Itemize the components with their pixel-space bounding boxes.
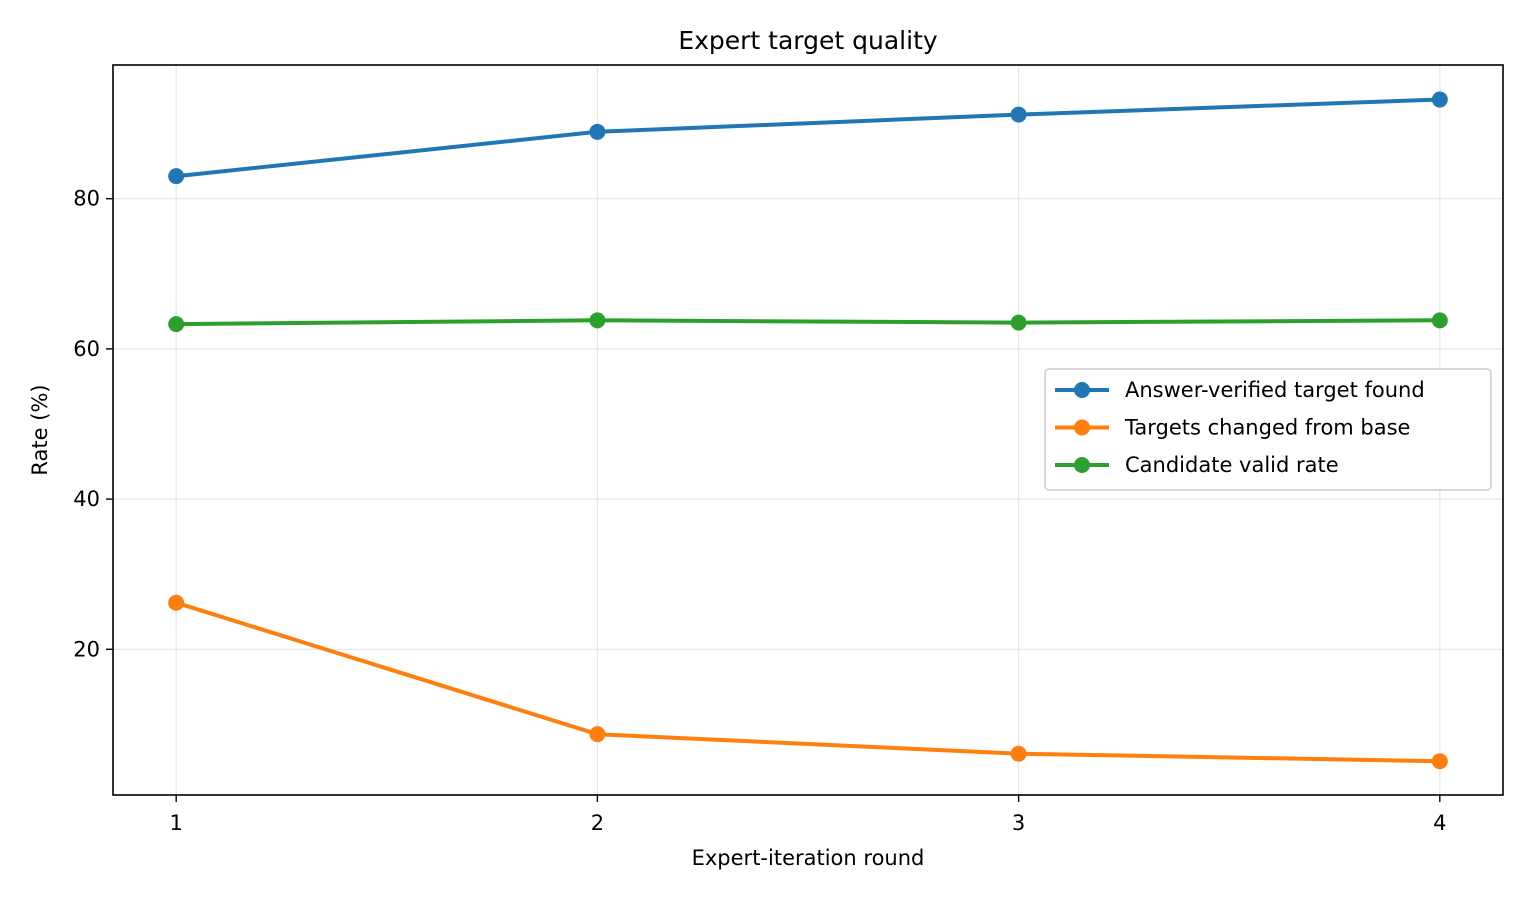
y-axis-label: Rate (%)	[28, 384, 52, 475]
series-layer	[168, 91, 1448, 770]
data-point	[1431, 312, 1448, 329]
series-1	[168, 91, 1448, 185]
data-point	[168, 316, 185, 333]
y-tick-label: 60	[73, 337, 100, 361]
data-point	[168, 168, 185, 185]
y-tick-label: 80	[73, 187, 100, 211]
x-axis-label: Expert-iteration round	[692, 846, 925, 870]
legend-entry: Candidate valid rate	[1055, 453, 1339, 477]
y-tick-label: 40	[73, 487, 100, 511]
legend-label: Candidate valid rate	[1125, 453, 1339, 477]
series-line	[174, 318, 1442, 327]
legend-entry: Targets changed from base	[1055, 416, 1410, 440]
x-tick-label: 4	[1433, 811, 1446, 835]
legend-marker	[1074, 382, 1090, 398]
series-line	[174, 97, 1442, 179]
series-2	[168, 594, 1448, 770]
data-point	[1431, 753, 1448, 770]
data-point	[589, 123, 606, 140]
legend: Answer-verified target found Targets chan…	[1044, 368, 1492, 491]
data-point	[1010, 745, 1027, 762]
legend-label: Targets changed from base	[1124, 416, 1410, 440]
grid-lines	[113, 65, 1503, 795]
series-line	[174, 600, 1442, 764]
data-point	[168, 594, 185, 611]
data-point	[589, 312, 606, 329]
data-point	[1010, 314, 1027, 331]
legend-label: Answer-verified target found	[1125, 378, 1425, 402]
x-tick-label: 2	[591, 811, 604, 835]
chart-title: Expert target quality	[678, 26, 938, 55]
data-point	[1010, 106, 1027, 123]
legend-marker	[1074, 419, 1090, 436]
y-tick-label: 20	[73, 637, 100, 661]
data-point	[589, 726, 606, 743]
x-tick-label: 3	[1012, 811, 1025, 835]
x-tick-label: 1	[169, 811, 182, 835]
axis-ticks: 1 2 3 4 20 40 60 80	[73, 187, 1446, 835]
legend-marker	[1074, 457, 1090, 473]
data-point	[1431, 91, 1448, 108]
legend-entry: Answer-verified target found	[1055, 378, 1425, 402]
legend-box	[1044, 368, 1492, 491]
plot-frame	[112, 64, 1504, 796]
series-3	[168, 312, 1448, 333]
